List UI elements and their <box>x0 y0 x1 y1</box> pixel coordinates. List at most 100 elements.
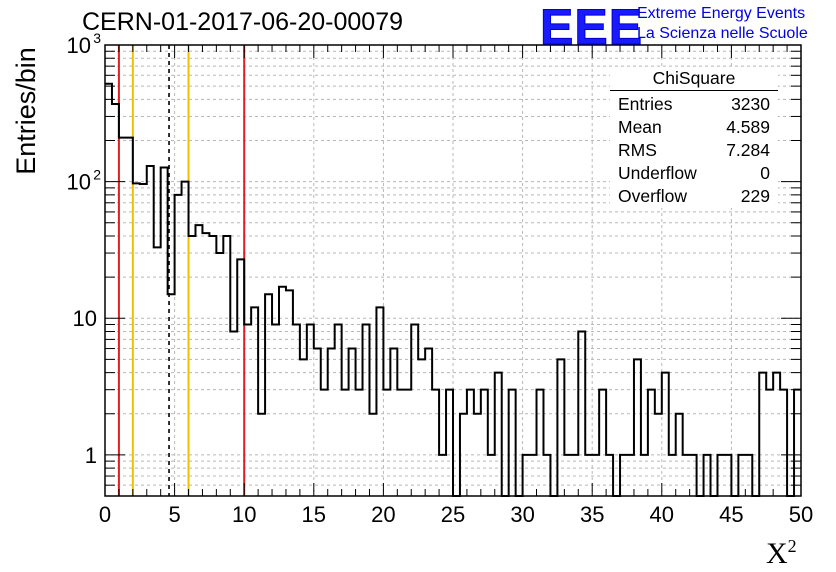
histogram-bin <box>411 324 418 496</box>
histogram-bin <box>523 455 530 496</box>
histogram-bin <box>216 253 223 496</box>
histogram-bin <box>724 455 731 496</box>
histogram-bin <box>585 455 592 496</box>
histogram-bin <box>202 233 209 496</box>
y-tick-label: 10 <box>67 33 91 58</box>
histogram-bin <box>717 455 724 496</box>
x-tick-label: 20 <box>371 502 395 527</box>
histogram-bin <box>286 290 293 496</box>
x-tick-label: 25 <box>441 502 465 527</box>
eee-logo: EEE <box>539 0 644 56</box>
histogram-bin <box>175 195 182 496</box>
x-axis-label: X2 <box>766 536 797 570</box>
histogram-bin <box>140 184 147 496</box>
histogram-bin <box>209 236 216 496</box>
histogram-bin <box>307 324 314 496</box>
histogram-bin <box>147 166 154 496</box>
histogram-bin <box>258 414 265 496</box>
histogram-bin <box>794 390 801 496</box>
histogram-bin <box>251 307 258 496</box>
stats-box-title: ChiSquare <box>610 68 778 91</box>
histogram-bin <box>662 373 669 496</box>
histogram-bin <box>467 390 474 496</box>
x-tick-label: 5 <box>168 502 180 527</box>
y-axis-label: Entries/bin <box>11 47 41 175</box>
histogram-bin <box>328 349 335 496</box>
histogram-bin <box>439 455 446 496</box>
histogram-bin <box>293 324 300 496</box>
logo-line-2: La Scienza nelle Scuole <box>637 25 808 42</box>
histogram-bin <box>655 414 662 496</box>
x-tick-label: 50 <box>789 502 813 527</box>
histogram-bars <box>105 82 801 497</box>
y-tick-label: 1 <box>85 443 97 468</box>
x-tick-label: 40 <box>650 502 674 527</box>
histogram-bin <box>738 455 745 496</box>
stats-row-entries: Entries 3230 <box>618 94 770 114</box>
histogram-bin <box>279 287 286 496</box>
histogram-bin <box>425 349 432 496</box>
histogram-bin <box>133 183 140 496</box>
histogram-bin <box>230 331 237 496</box>
histogram-bin <box>342 390 349 496</box>
y-tick-label-exponent: 2 <box>93 167 101 183</box>
histogram-bin <box>745 455 752 496</box>
y-tick-label: 10 <box>67 170 91 195</box>
histogram-bin <box>669 455 676 496</box>
histogram-bin <box>648 390 655 496</box>
histogram-bin <box>272 324 279 496</box>
histogram-outline <box>105 82 801 497</box>
logo-line-1: Extreme Energy Events <box>637 5 806 22</box>
x-tick-label: 15 <box>302 502 326 527</box>
histogram-bin <box>495 373 502 496</box>
histogram-bin <box>397 390 404 496</box>
histogram-bin <box>349 349 356 496</box>
stats-row-underflow: Underflow 0 <box>618 163 770 183</box>
histogram-bin <box>780 390 787 496</box>
histogram-bin <box>432 390 439 496</box>
histogram-bin <box>557 359 564 496</box>
chart-title: CERN-01-2017-06-20-00079 <box>82 8 404 36</box>
histogram-bin <box>627 455 634 496</box>
histogram-bin <box>488 455 495 496</box>
histogram-bin <box>105 84 112 496</box>
x-tick-label: 35 <box>580 502 604 527</box>
histogram-bin <box>195 225 202 496</box>
histogram-bin <box>119 138 126 496</box>
stats-row-overflow: Overflow 229 <box>618 186 770 206</box>
y-tick-label-exponent: 3 <box>93 30 101 46</box>
histogram-bin <box>265 294 272 496</box>
histogram-bin <box>564 455 571 496</box>
histogram-bin <box>321 390 328 496</box>
histogram-bin <box>683 455 690 496</box>
stats-row-mean: Mean 4.589 <box>618 117 770 137</box>
histogram-bin <box>690 455 697 496</box>
histogram-bin <box>390 349 397 496</box>
histogram-bin <box>335 324 342 496</box>
histogram-bin <box>363 324 370 496</box>
histogram-bin <box>237 259 244 496</box>
histogram-bin <box>704 455 711 496</box>
histogram-bin <box>168 294 175 496</box>
histogram-bin <box>244 324 251 496</box>
histogram-bin <box>223 236 230 496</box>
histogram-bin <box>543 455 550 496</box>
histogram-bin <box>369 414 376 496</box>
histogram-bin <box>509 390 516 496</box>
histogram-bin <box>537 390 544 496</box>
stats-row-rms: RMS 7.284 <box>618 140 770 160</box>
histogram-bin <box>571 455 578 496</box>
histogram-bin <box>641 455 648 496</box>
axis-ticks <box>104 44 802 497</box>
histogram-bin <box>154 247 161 496</box>
histogram-bin <box>599 390 606 496</box>
histogram-bin <box>592 455 599 496</box>
x-tick-label: 45 <box>719 502 743 527</box>
stats-box: ChiSquare Entries 3230 Mean 4.589 RMS 7.284… <box>610 68 778 208</box>
x-tick-label: 10 <box>232 502 256 527</box>
histogram-bin <box>161 167 168 496</box>
histogram-bin <box>676 414 683 496</box>
histogram-bin <box>578 331 585 496</box>
histogram-bin <box>182 182 189 496</box>
